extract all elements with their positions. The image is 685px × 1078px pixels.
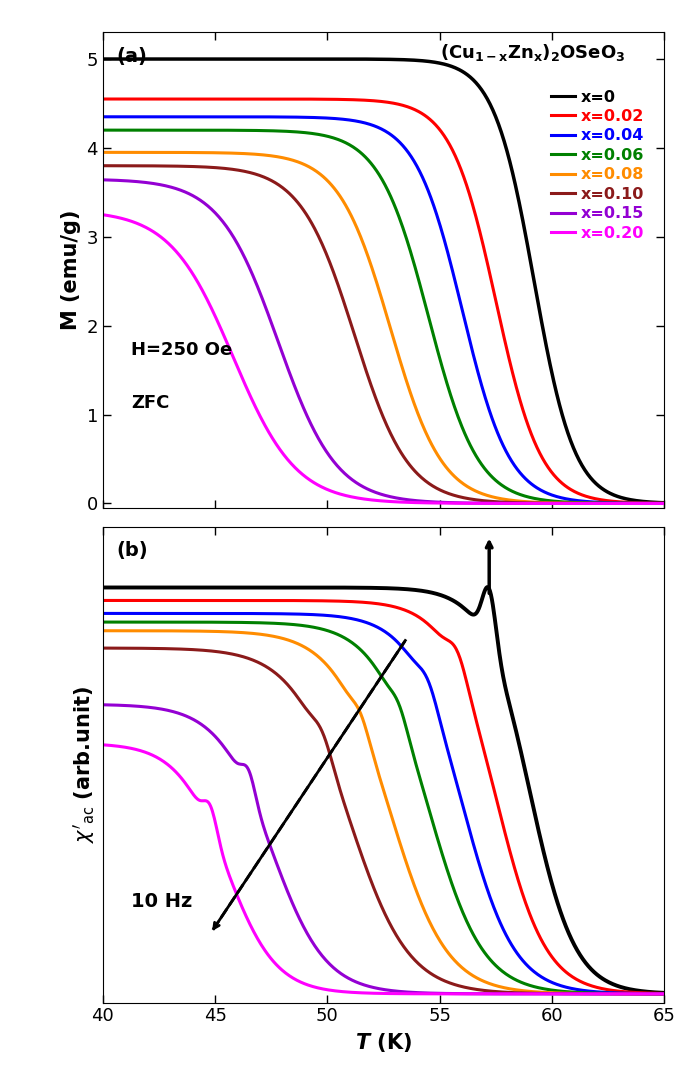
Legend: x=0, x=0.02, x=0.04, x=0.06, x=0.08, x=0.10, x=0.15, x=0.20: x=0, x=0.02, x=0.04, x=0.06, x=0.08, x=0… [545,83,651,247]
Text: 10 Hz: 10 Hz [131,893,192,911]
Text: (a): (a) [116,46,148,66]
Text: $\mathbf{(Cu_{1-x}Zn_x)_2OSeO_3}$: $\mathbf{(Cu_{1-x}Zn_x)_2OSeO_3}$ [440,42,625,63]
Y-axis label: $\chi'_{\mathrm{ac}}$ (arb.unit): $\chi'_{\mathrm{ac}}$ (arb.unit) [71,686,97,843]
Y-axis label: M (emu/g): M (emu/g) [61,210,81,330]
X-axis label: $\bfit{T}$ (K): $\bfit{T}$ (K) [355,1031,412,1054]
Text: ZFC: ZFC [131,393,169,412]
Text: H=250 Oe: H=250 Oe [131,342,232,359]
Text: (b): (b) [116,541,149,561]
